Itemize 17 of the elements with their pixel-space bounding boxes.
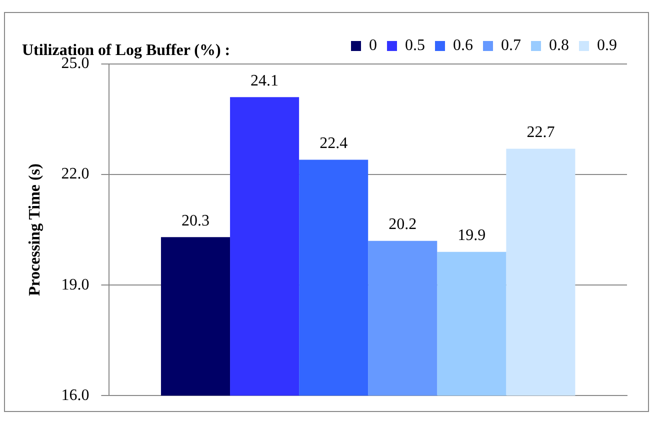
legend-label: 0.9	[597, 37, 617, 54]
y-tick-label: 22.0	[61, 166, 90, 183]
data-label: 20.3	[182, 212, 210, 230]
data-label: 20.2	[388, 216, 417, 234]
legend-label: 0.5	[405, 37, 425, 54]
legend-label: 0.6	[453, 37, 473, 54]
data-label: 19.9	[458, 227, 486, 244]
legend-label: 0.8	[549, 37, 569, 54]
data-label: 22.7	[526, 124, 555, 141]
y-tick-label: 19.0	[61, 276, 90, 294]
y-axis-title: Processing Time (s)	[26, 164, 44, 296]
legend-label: 0.7	[501, 37, 521, 54]
y-tick-label: 25.0	[61, 55, 90, 72]
data-label: 24.1	[250, 72, 279, 90]
data-label: 22.4	[320, 135, 348, 152]
y-tick-label: 16.0	[61, 386, 90, 404]
legend-label: 0	[369, 37, 377, 54]
